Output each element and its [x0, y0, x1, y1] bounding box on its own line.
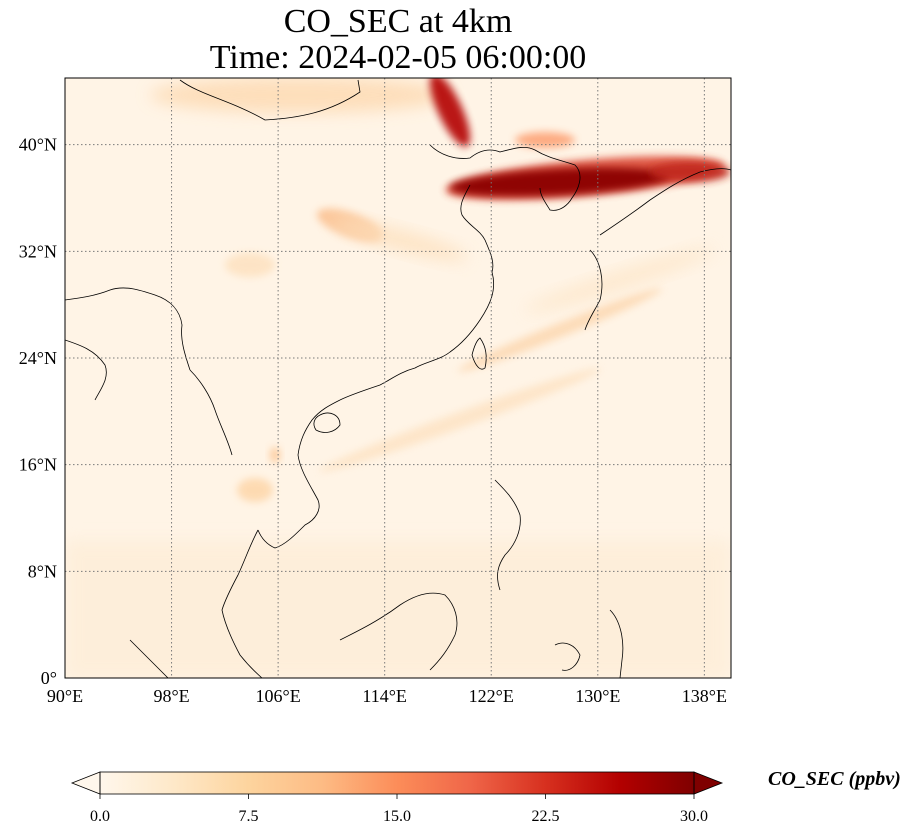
lat-tick-label: 16°N [19, 455, 57, 475]
lon-tick-label: 130°E [575, 686, 620, 706]
gridlines [65, 78, 731, 678]
colorbar-extend-min [70, 771, 101, 795]
map-plot-area [65, 78, 731, 678]
colorbar-ticks: 0.0 7.5 15.0 22.5 30.0 [90, 794, 708, 825]
title-line-2: Time: 2024-02-05 06:00:00 [209, 39, 587, 76]
lat-tick-label: 0° [41, 668, 57, 688]
colorbar-gradient [100, 772, 694, 794]
colorbar-tick-label: 15.0 [383, 808, 411, 825]
colorbar-tick-label: 22.5 [532, 808, 560, 825]
coastlines [65, 79, 731, 678]
lat-tick-label: 40°N [19, 135, 57, 155]
colorbar-tick-label: 0.0 [90, 808, 110, 825]
longitude-tick-labels: 90°E 98°E 106°E 114°E 122°E 130°E 138°E [47, 686, 727, 706]
colorbar-extend-max [693, 771, 724, 795]
title-line-1: CO_SEC at 4km [283, 3, 513, 40]
latitude-tick-labels: 0° 8°N 16°N 24°N 32°N 40°N [19, 135, 57, 688]
lon-tick-label: 138°E [682, 686, 727, 706]
colorbar: 0.0 7.5 15.0 22.5 30.0 [70, 771, 724, 825]
map-frame [64, 77, 732, 679]
lat-tick-label: 24°N [19, 348, 57, 368]
lon-tick-label: 106°E [256, 686, 301, 706]
colorbar-label: CO_SEC (ppbv) [768, 768, 901, 790]
co-concentration-field [65, 78, 731, 678]
lat-tick-label: 8°N [28, 561, 57, 581]
colorbar-tick-label: 30.0 [680, 808, 708, 825]
lat-tick-label: 32°N [19, 241, 57, 261]
lon-tick-label: 114°E [362, 686, 407, 706]
lon-tick-label: 122°E [469, 686, 514, 706]
colorbar-tick-label: 7.5 [239, 808, 259, 825]
lon-tick-label: 90°E [47, 686, 83, 706]
lon-tick-label: 98°E [153, 686, 189, 706]
map-title: CO_SEC at 4km Time: 2024-02-05 06:00:00 [0, 4, 796, 76]
